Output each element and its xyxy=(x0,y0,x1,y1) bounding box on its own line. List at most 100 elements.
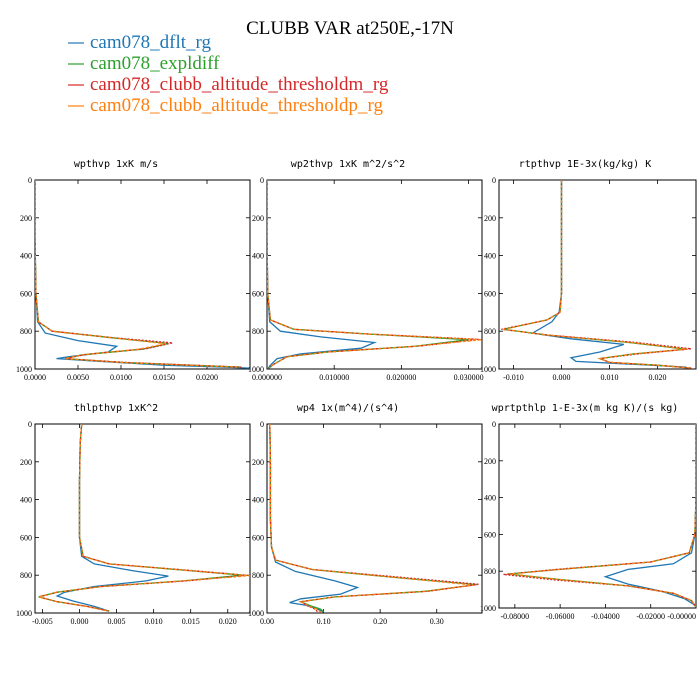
x-tick-label: 0.10 xyxy=(317,617,331,626)
y-tick-label: 800 xyxy=(252,327,264,336)
x-tick-label: -0.005 xyxy=(32,617,53,626)
chart-panel: wprtpthlp 1-E-3x(m kg K)/(s kg) 0 200 400 60… xyxy=(480,403,697,621)
y-tick-label: 0 xyxy=(28,420,32,429)
x-tick-label: 0.010 xyxy=(601,373,619,382)
series-line xyxy=(503,180,692,369)
x-tick-label: 0.0000 xyxy=(24,373,46,382)
y-tick-label: 800 xyxy=(484,567,496,576)
series-line xyxy=(38,424,247,612)
panel-title: wpthvp 1xK m/s xyxy=(74,159,158,170)
y-tick-label: 200 xyxy=(252,458,264,467)
x-tick-label: 0.000 xyxy=(552,373,570,382)
series-line xyxy=(267,180,479,369)
series-line xyxy=(530,180,687,368)
series-line xyxy=(38,424,250,612)
x-tick-label: -0.010 xyxy=(503,373,524,382)
plot-frame xyxy=(34,423,251,614)
legend-label: cam078_expldiff xyxy=(90,53,220,74)
chart-panel: rtpthvp 1E-3x(kg/kg) K 0 200 400 600 800 1000-… xyxy=(480,159,697,382)
y-tick-label: 600 xyxy=(20,289,32,298)
x-tick-label: -0.02000 xyxy=(636,612,665,621)
series-line xyxy=(267,180,482,369)
y-tick-label: 200 xyxy=(20,214,32,223)
chart-panel: wp4 1x(m^4)/(s^4) 0 200 400 600 800 10000.00 0.… xyxy=(248,403,483,626)
y-tick-label: 1000 xyxy=(248,609,264,618)
x-tick-label: 0.000000 xyxy=(252,373,282,382)
y-tick-label: 400 xyxy=(484,252,496,261)
y-tick-label: 200 xyxy=(484,457,496,466)
y-tick-label: 1000 xyxy=(480,365,496,374)
x-tick-label: 0.020000 xyxy=(386,373,416,382)
series-line xyxy=(269,424,480,613)
y-tick-label: 400 xyxy=(20,496,32,505)
series-line xyxy=(35,180,242,368)
y-tick-label: 800 xyxy=(252,571,264,580)
series-line xyxy=(35,180,242,368)
plot-frame xyxy=(498,423,697,609)
y-tick-label: 200 xyxy=(20,458,32,467)
panel-title: thlpthvp 1xK^2 xyxy=(74,403,158,414)
x-tick-label: -0.00000 xyxy=(667,612,696,621)
y-tick-label: 400 xyxy=(484,494,496,503)
x-tick-label: 0.0100 xyxy=(110,373,132,382)
x-tick-label: 0.20 xyxy=(373,617,387,626)
series-line xyxy=(510,424,696,608)
y-tick-label: 600 xyxy=(484,530,496,539)
x-tick-label: -0.06000 xyxy=(546,612,575,621)
y-tick-label: 600 xyxy=(484,289,496,298)
y-tick-label: 800 xyxy=(20,571,32,580)
x-tick-label: -0.04000 xyxy=(591,612,620,621)
chart-panel: wp2thvp 1xK m^2/s^2 0 200 400 600 800 10000.00… xyxy=(248,159,484,382)
y-tick-label: 1000 xyxy=(248,365,264,374)
y-tick-label: 600 xyxy=(252,533,264,542)
legend: cam078_dflt_rgcam078_expldiffcam078_club… xyxy=(68,32,389,116)
x-tick-label: 0.020 xyxy=(219,617,237,626)
x-tick-label: 0.0050 xyxy=(67,373,89,382)
x-tick-label: 0.010000 xyxy=(319,373,349,382)
legend-label: cam078_clubb_altitude_thresholdm_rg xyxy=(90,74,389,95)
series-line xyxy=(603,424,696,608)
x-tick-label: 0.0150 xyxy=(153,373,175,382)
y-tick-label: 1000 xyxy=(16,609,32,618)
y-tick-label: 600 xyxy=(252,289,264,298)
x-tick-label: -0.08000 xyxy=(501,612,530,621)
y-tick-label: 0 xyxy=(28,176,32,185)
x-tick-label: 0.030000 xyxy=(454,373,484,382)
y-tick-label: 400 xyxy=(20,252,32,261)
chart-panel: wpthvp 1xK m/s 0 200 400 600 800 10000.0000 0.0… xyxy=(16,159,251,382)
y-tick-label: 600 xyxy=(20,533,32,542)
panel-title: wp4 1x(m^4)/(s^4) xyxy=(297,403,399,414)
x-tick-label: 0.020 xyxy=(649,373,667,382)
x-tick-label: 0.0200 xyxy=(196,373,218,382)
series-line xyxy=(267,180,378,369)
series-line xyxy=(38,424,243,612)
x-tick-label: 0.010 xyxy=(145,617,163,626)
y-tick-label: 400 xyxy=(252,252,264,261)
y-tick-label: 200 xyxy=(484,214,496,223)
y-tick-label: 400 xyxy=(252,496,264,505)
x-tick-label: 0.00 xyxy=(260,617,274,626)
series-line xyxy=(269,424,474,613)
x-tick-label: 0.015 xyxy=(182,617,200,626)
y-tick-label: 800 xyxy=(20,327,32,336)
panel-title: rtpthvp 1E-3x(kg/kg) K xyxy=(519,159,651,170)
figure-title: CLUBB VAR at250E,-17N xyxy=(246,18,454,39)
series-line xyxy=(503,424,696,608)
series-line xyxy=(35,180,238,368)
y-tick-label: 0 xyxy=(260,420,264,429)
legend-label: cam078_clubb_altitude_thresholdp_rg xyxy=(90,95,384,116)
series-line xyxy=(269,424,360,613)
legend-label: cam078_dflt_rg xyxy=(90,32,212,53)
plot-frame xyxy=(498,179,697,370)
y-tick-label: 200 xyxy=(252,214,264,223)
series-line xyxy=(508,424,696,608)
y-tick-label: 800 xyxy=(484,327,496,336)
plot-frame xyxy=(266,179,483,370)
series-line xyxy=(269,424,477,613)
chart-panel: thlpthvp 1xK^2 0 200 400 600 800 1000-0.005 0.0… xyxy=(16,403,251,626)
panel-title: wp2thvp 1xK m^2/s^2 xyxy=(291,159,405,170)
x-tick-label: 0.30 xyxy=(430,617,444,626)
y-tick-label: 0 xyxy=(492,176,496,185)
